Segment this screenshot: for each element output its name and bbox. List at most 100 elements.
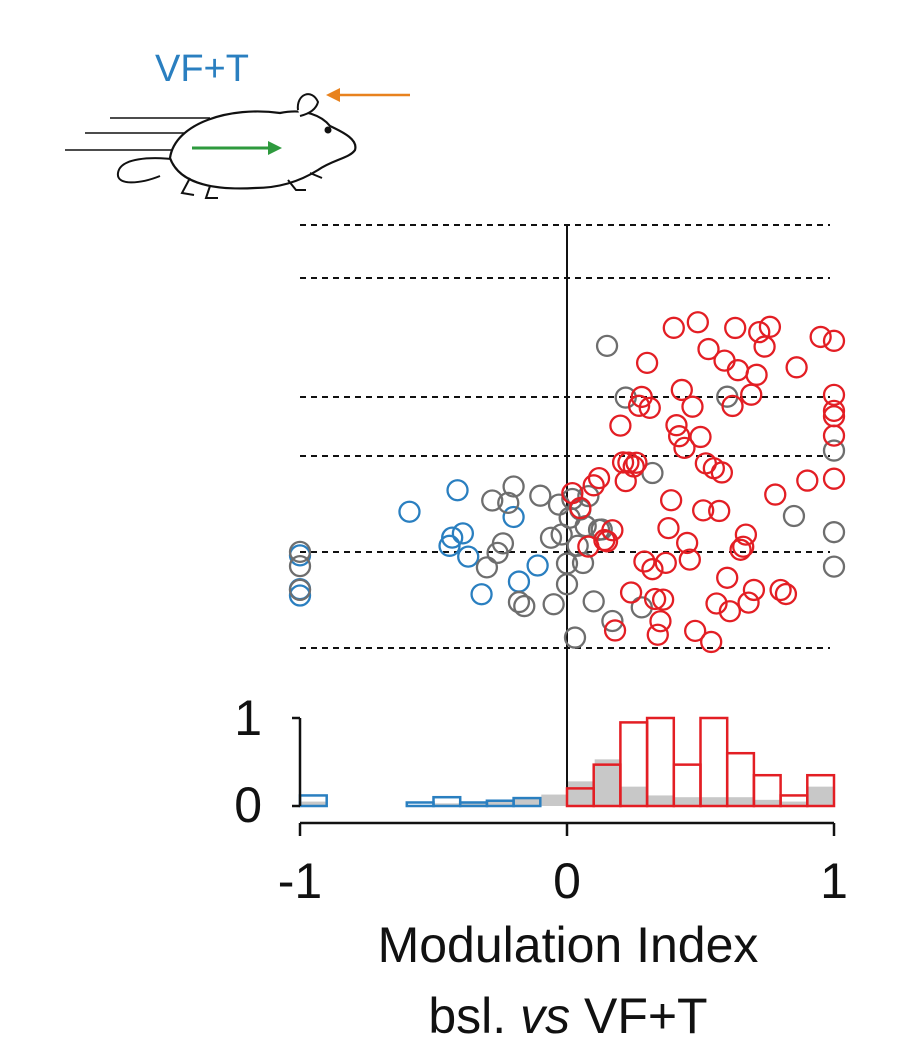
hist-bar	[514, 797, 540, 806]
x-axis-label-line2-pre: bsl.	[428, 988, 520, 1044]
scatter-point	[673, 436, 696, 460]
scatter-point	[721, 394, 744, 418]
scatter-point	[769, 578, 792, 602]
scatter-point	[288, 540, 312, 564]
hist-bar	[752, 773, 782, 808]
scatter-point	[662, 316, 685, 339]
scatter-point	[734, 523, 758, 546]
hist-bar	[806, 773, 836, 808]
scatter-point	[745, 363, 768, 386]
scatter-point	[822, 424, 846, 447]
scatter-point	[451, 522, 475, 545]
hist-bar	[725, 751, 756, 808]
hist-bar	[568, 781, 593, 806]
scatter-point	[681, 395, 704, 418]
scatter-point	[684, 619, 707, 642]
hist-bar	[405, 801, 435, 808]
scatter-point	[617, 451, 640, 474]
scatter-point	[398, 500, 421, 523]
scatter-point	[638, 396, 661, 420]
scatter-point	[475, 556, 499, 579]
scatter-point	[678, 548, 701, 571]
hist-bar	[461, 801, 486, 806]
scatter-point	[740, 383, 763, 406]
scatter-point	[603, 619, 627, 642]
scatter-point	[654, 551, 677, 575]
scatter-point	[670, 378, 693, 402]
scatter-point	[729, 538, 752, 561]
x-axis-label-line2-em: vs	[520, 988, 570, 1044]
scatter-point	[633, 550, 656, 573]
hist-bar	[728, 797, 753, 806]
hist-bar	[619, 721, 649, 808]
hist-bar	[487, 800, 513, 806]
scatter-point	[665, 414, 688, 437]
mouse-legs	[180, 172, 323, 199]
scatter-point	[582, 590, 605, 613]
x-tick-label: 1	[820, 853, 848, 909]
hist-bar	[592, 763, 622, 808]
scatter-point	[619, 581, 643, 604]
scatter-point	[718, 600, 742, 623]
y-tick-label: 0	[234, 777, 262, 833]
scatter-point	[822, 383, 846, 406]
scatter-plot	[288, 224, 846, 806]
scatter-point	[822, 399, 846, 423]
scatter-point	[627, 394, 651, 417]
mouse-ear	[296, 93, 320, 117]
scatter-point	[529, 484, 552, 507]
scatter-point	[288, 578, 312, 602]
scatter-point	[697, 337, 720, 361]
x-axis-label-line2: bsl. vs VF+T	[428, 988, 707, 1044]
scatter-point	[659, 489, 683, 512]
scatter-point	[582, 474, 605, 497]
axes: 1 0 -1 0 1	[234, 690, 848, 909]
scatter-point	[764, 483, 787, 506]
hist-bar	[674, 797, 700, 806]
scatter-point	[539, 526, 563, 549]
hist-bar	[565, 787, 595, 808]
scatter-point	[457, 545, 480, 568]
hist-bar	[512, 796, 542, 808]
scatter-point	[649, 610, 672, 633]
scatter-point	[481, 489, 504, 512]
scatter-point	[571, 551, 595, 575]
scatter-point	[676, 531, 699, 555]
hist-bar	[645, 716, 676, 808]
mouse-body	[168, 110, 357, 190]
hist-bar	[432, 795, 462, 808]
x-axis-label-line2-post: VF+T	[570, 988, 708, 1044]
hist-bar	[699, 716, 729, 808]
running-mouse-icon	[65, 88, 410, 199]
scatter-point	[710, 461, 734, 484]
condition-label: VF+T	[155, 48, 249, 90]
scatter-point	[822, 555, 846, 578]
scatter-point	[601, 519, 624, 542]
scatter-point	[822, 405, 846, 428]
scatter-point	[657, 516, 680, 540]
scatter-point	[732, 535, 755, 558]
histogram	[298, 716, 836, 808]
x-axis-label: Modulation Index	[378, 917, 759, 973]
hist-bar	[541, 794, 566, 806]
scatter-point	[822, 439, 846, 462]
scatter-point	[601, 609, 624, 633]
hist-bar	[781, 801, 807, 806]
scatter-point	[595, 530, 619, 553]
scatter-point	[700, 630, 723, 654]
scatter-point	[689, 425, 712, 449]
hist-bar	[808, 786, 833, 806]
scatter-point	[667, 425, 691, 448]
scatter-point	[822, 329, 846, 352]
hist-bar	[621, 786, 647, 806]
scatter-point	[502, 505, 525, 529]
scatter-point	[809, 325, 832, 349]
scatter-point	[438, 534, 461, 557]
scatter-point	[446, 479, 469, 502]
x-tick-label: 0	[553, 853, 581, 909]
scatter-point	[737, 591, 760, 614]
hist-bar	[434, 803, 460, 806]
scatter-point	[555, 573, 579, 596]
hist-bar	[754, 799, 780, 806]
